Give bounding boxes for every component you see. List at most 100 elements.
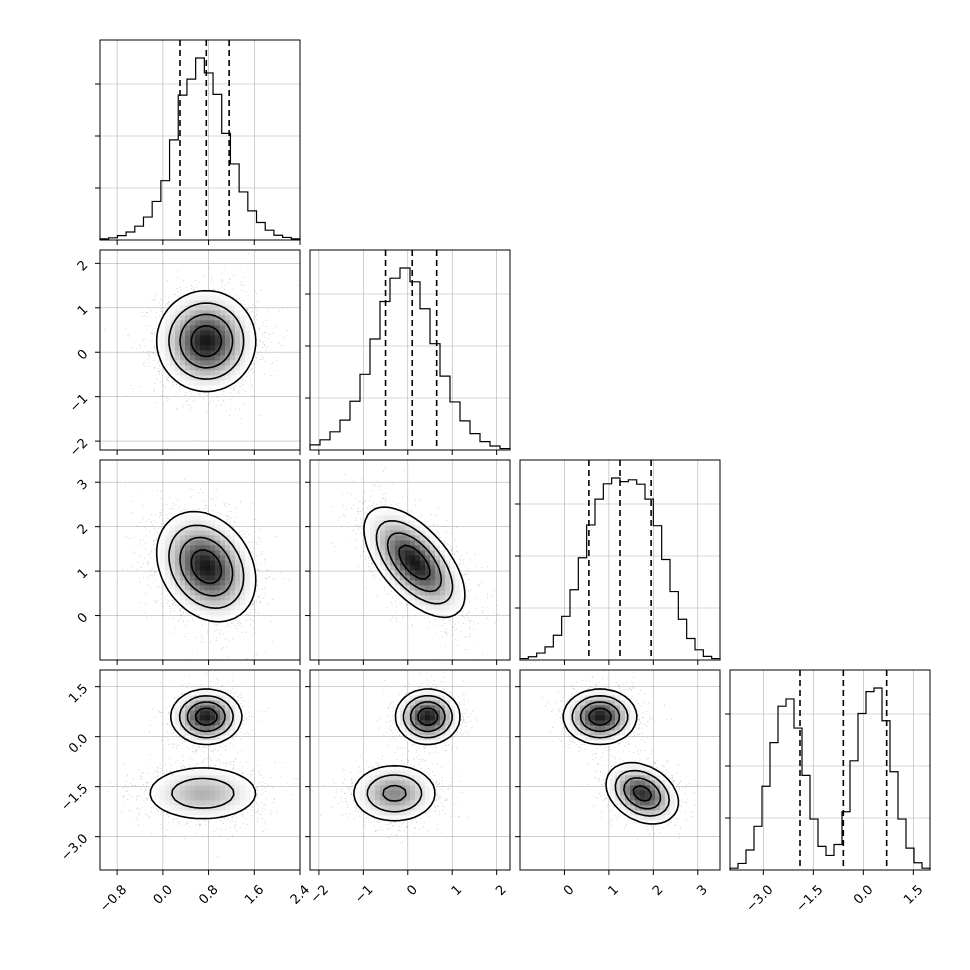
density-cell [170,315,176,321]
contour-line [382,701,446,802]
density-cell [195,330,201,336]
density-cell [655,775,661,781]
density-cell [660,805,666,811]
density-cell [175,515,181,521]
density-cell [165,535,171,541]
density-cell [230,535,236,541]
density-cell [365,775,371,781]
density-cell [415,810,421,816]
density-cell [390,775,396,781]
density-cell [170,365,176,371]
density-cell [395,560,401,566]
density-cell [210,570,216,576]
density-cell [160,530,166,536]
density-cell [240,805,246,811]
density-cell [200,360,206,366]
density-cell [220,705,226,711]
contour-line [155,510,257,623]
density-cell [215,600,221,606]
density-cell [195,385,201,391]
density-cell [455,570,461,576]
density-cell [215,350,221,356]
density-cell [450,610,456,616]
density-cell [445,590,451,596]
density-cell [225,300,231,306]
density-cell [380,515,386,521]
density-cell [180,720,186,726]
density-cell [445,575,451,581]
density-cell [200,345,206,351]
density-content [100,460,300,660]
density-cell [230,550,236,556]
density-cell [400,575,406,581]
density-cell [670,800,676,806]
density-cell [180,305,186,311]
density-cell [235,370,241,376]
y-tick-label: 1.5 [66,681,91,706]
density-cell [225,310,231,316]
density-cell [610,710,616,716]
density-cell [375,520,381,526]
density-cell [180,330,186,336]
density-cell [400,770,406,776]
density-cell [570,705,576,711]
density-cell [585,705,591,711]
density-cell [405,800,411,806]
density-cell [180,575,186,581]
density-cell [610,690,616,696]
density-cell [405,730,411,736]
density-cell [235,780,241,786]
density-cell [205,710,211,716]
density-cell [185,380,191,386]
density-cell [175,700,181,706]
density-cell [455,715,461,721]
density-cell [630,780,636,786]
density-cell [640,800,646,806]
density-cell [625,785,631,791]
density-cell [195,305,201,311]
density-cell [160,320,166,326]
density-cell [440,560,446,566]
density-cell [400,700,406,706]
density-cell [410,795,416,801]
density-cell [375,795,381,801]
density-cell [440,725,446,731]
density-cell [615,725,621,731]
density-cell [205,385,211,391]
density-cell [600,740,606,746]
density-cell [175,520,181,526]
density-cell [580,725,586,731]
density-cell [640,770,646,776]
density-cell [605,705,611,711]
density-cell [240,550,246,556]
density-cell [220,365,226,371]
density-cell [160,540,166,546]
density-cell [210,515,216,521]
density-cell [180,520,186,526]
density-cell [230,530,236,536]
density-cell [165,315,171,321]
density-cell [190,785,196,791]
density-cell [180,360,186,366]
density-cell [160,565,166,571]
density-cell [240,370,246,376]
density-cell [660,785,666,791]
density-cell [375,540,381,546]
density-cell [395,565,401,571]
density-cell [415,570,421,576]
density-cell [445,710,451,716]
density-cell [245,325,251,331]
density-cell [635,780,641,786]
density-cell [240,320,246,326]
density-cell [200,790,206,796]
density-cell [210,355,216,361]
density-cell [195,775,201,781]
density-cell [630,765,636,771]
density-cell [660,800,666,806]
density-cell [215,710,221,716]
density-cell [450,720,456,726]
density-cell [375,525,381,531]
density-cell [630,815,636,821]
density-cell [425,695,431,701]
contour-line [171,695,235,809]
